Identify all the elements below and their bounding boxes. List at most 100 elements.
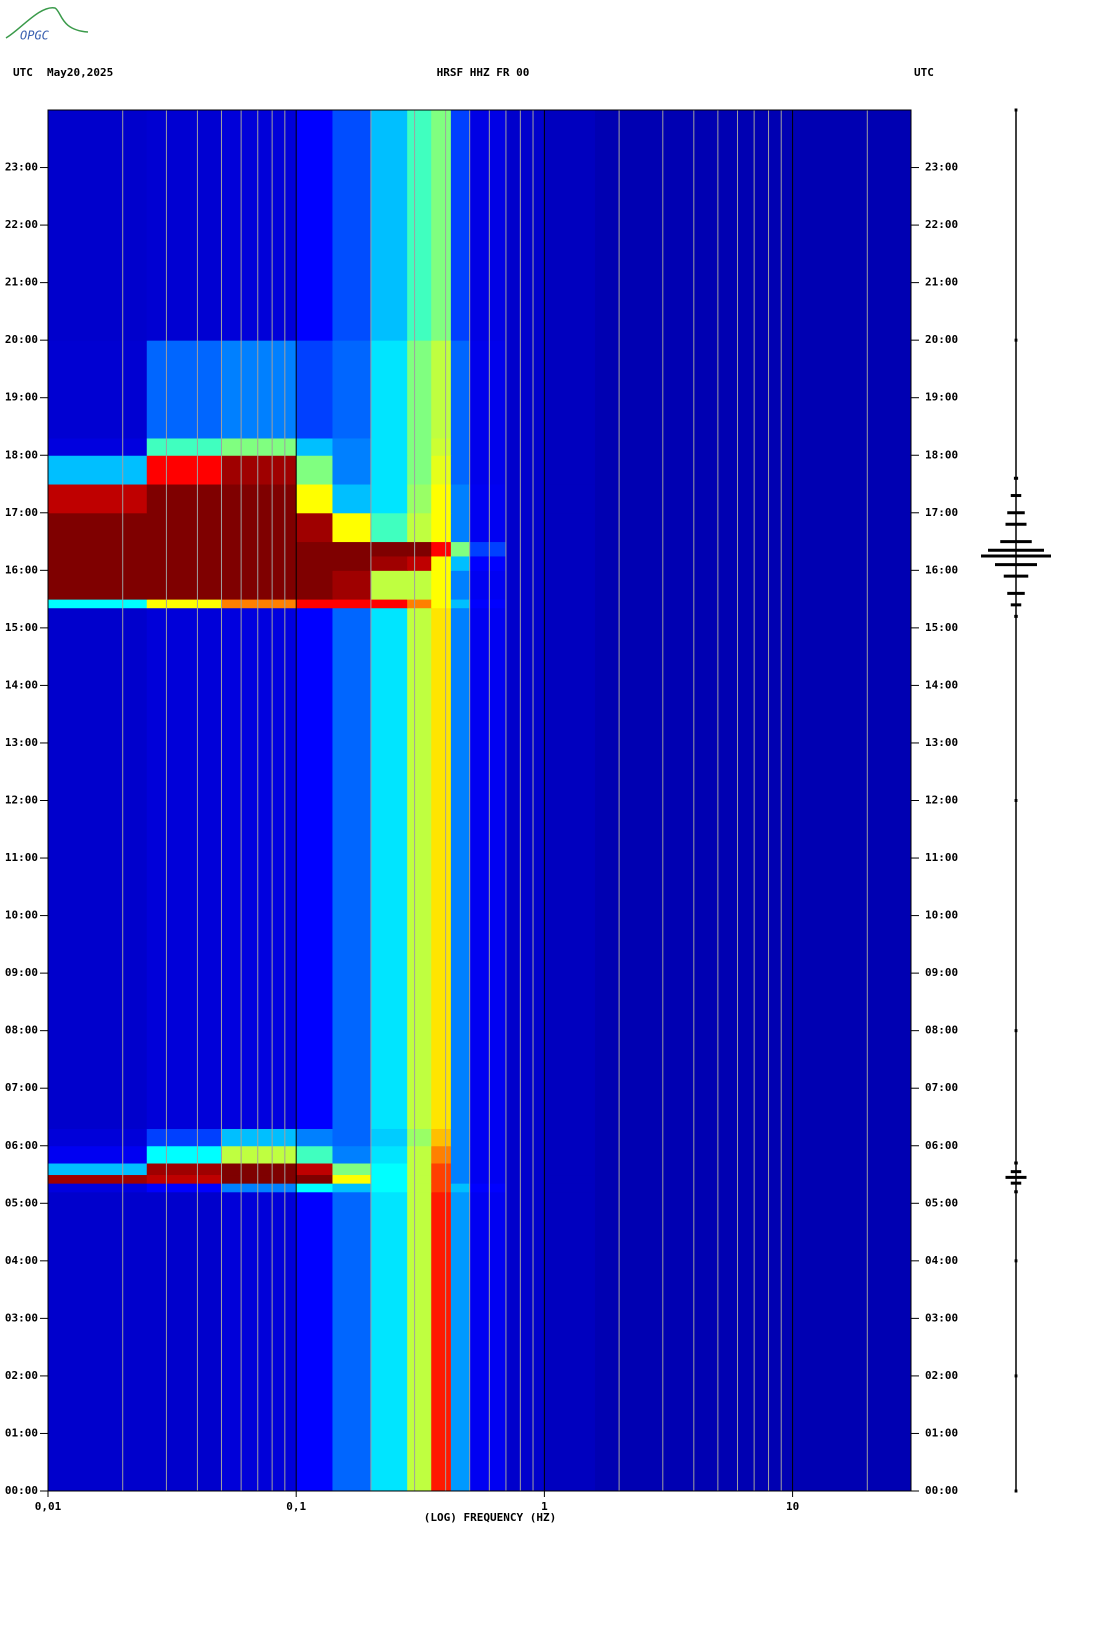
- cell: [544, 340, 596, 439]
- cell: [544, 1174, 596, 1184]
- cell: [505, 340, 545, 439]
- cell: [505, 455, 545, 485]
- cell: [407, 512, 432, 543]
- cell: [146, 1191, 222, 1492]
- y-tick-label: 15:00: [5, 621, 38, 634]
- cell: [505, 1163, 545, 1176]
- cell: [450, 455, 471, 485]
- y-tick-label: 18:00: [925, 448, 958, 461]
- cell: [221, 455, 297, 485]
- cell: [431, 1163, 452, 1176]
- cell: [469, 1174, 507, 1184]
- cell: [407, 570, 432, 600]
- cell: [332, 570, 372, 600]
- cell: [370, 607, 408, 1129]
- cell: [370, 340, 408, 439]
- cell: [48, 570, 148, 600]
- cell: [595, 555, 912, 571]
- y-tick-label: 12:00: [5, 794, 38, 807]
- y-tick-label: 22:00: [5, 218, 38, 231]
- cell: [370, 555, 408, 571]
- cell: [332, 1163, 372, 1176]
- cell: [595, 110, 912, 341]
- cell: [146, 1183, 222, 1193]
- cell: [296, 570, 333, 600]
- cell: [544, 1145, 596, 1164]
- cell: [48, 555, 148, 571]
- cell: [431, 1174, 452, 1184]
- cell: [296, 1183, 333, 1193]
- cell: [221, 541, 297, 557]
- cell: [407, 1128, 432, 1147]
- cell: [431, 455, 452, 485]
- cell: [146, 541, 222, 557]
- cell: [505, 1128, 545, 1147]
- cell: [296, 437, 333, 456]
- cell: [146, 340, 222, 439]
- y-tick-label: 06:00: [5, 1139, 38, 1152]
- cell: [48, 541, 148, 557]
- cell: [431, 607, 452, 1129]
- y-tick-label: 01:00: [5, 1426, 38, 1439]
- y-tick-label: 00:00: [5, 1484, 38, 1497]
- cell: [48, 1191, 148, 1492]
- cell: [505, 110, 545, 341]
- cell: [48, 484, 148, 514]
- y-tick-label: 06:00: [925, 1139, 958, 1152]
- cell: [296, 1163, 333, 1176]
- cell: [48, 512, 148, 543]
- cell: [146, 455, 222, 485]
- cell: [595, 599, 912, 609]
- cell: [450, 607, 471, 1129]
- cell: [431, 555, 452, 571]
- y-tick-label: 16:00: [925, 563, 958, 576]
- cell: [296, 1174, 333, 1184]
- cell: [544, 1191, 596, 1492]
- cell: [221, 110, 297, 341]
- cell: [431, 484, 452, 514]
- cell: [370, 1183, 408, 1193]
- cell: [332, 1183, 372, 1193]
- y-tick-label: 20:00: [925, 333, 958, 346]
- cell: [505, 1174, 545, 1184]
- cell: [370, 512, 408, 543]
- cell: [431, 1183, 452, 1193]
- cell: [407, 1145, 432, 1164]
- cell: [146, 1163, 222, 1176]
- cell: [431, 541, 452, 557]
- y-tick-label: 17:00: [925, 506, 958, 519]
- cell: [332, 607, 372, 1129]
- cell: [296, 541, 333, 557]
- cell: [505, 607, 545, 1129]
- y-tick-label: 18:00: [5, 448, 38, 461]
- cell: [469, 512, 507, 543]
- cell: [469, 1191, 507, 1492]
- cell: [332, 555, 372, 571]
- cell: [221, 599, 297, 609]
- y-tick-label: 20:00: [5, 333, 38, 346]
- cell: [505, 555, 545, 571]
- date: May20,2025: [47, 66, 113, 79]
- cell: [370, 599, 408, 609]
- cell: [431, 110, 452, 341]
- cell: [544, 1163, 596, 1176]
- cell: [370, 484, 408, 514]
- y-tick-label: 02:00: [925, 1369, 958, 1382]
- y-tick-label: 19:00: [925, 391, 958, 404]
- y-tick-label: 15:00: [925, 621, 958, 634]
- cell: [221, 607, 297, 1129]
- cell: [370, 570, 408, 600]
- cell: [407, 110, 432, 341]
- y-tick-label: 16:00: [5, 563, 38, 576]
- y-tick-label: 09:00: [5, 966, 38, 979]
- cell: [450, 599, 471, 609]
- x-tick-label: 1: [541, 1500, 548, 1513]
- cell: [332, 484, 372, 514]
- cell: [505, 599, 545, 609]
- cell: [370, 541, 408, 557]
- cell: [332, 110, 372, 341]
- y-tick-label: 01:00: [925, 1426, 958, 1439]
- y-tick-label: 02:00: [5, 1369, 38, 1382]
- cell: [544, 1183, 596, 1193]
- title: HRSF HHZ FR 00: [437, 66, 530, 79]
